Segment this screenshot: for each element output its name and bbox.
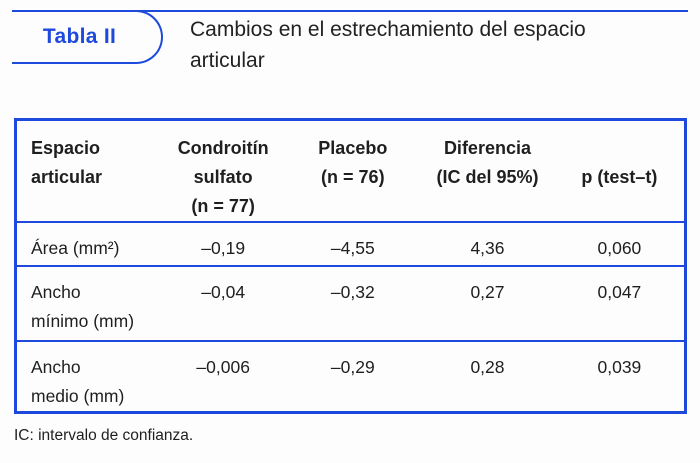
- row-label: Área (mm²): [31, 238, 120, 258]
- col-header-placebo: Placebo (n = 76): [318, 138, 388, 187]
- col-header-condroitin-sulfato: Condroitín sulfato (n = 77): [177, 138, 269, 216]
- table-number-badge: Tabla II: [12, 10, 163, 64]
- table-row-ancho-medio: Ancho medio (mm) –0,006 –0,29 0,28 0,039: [16, 341, 686, 413]
- row-label: Ancho medio (mm): [31, 357, 125, 406]
- cell-condroitin: –0,006: [196, 357, 250, 377]
- table-head: Espacio articular Condroitín sulfato (n …: [15, 120, 686, 222]
- cell-p-value: 0,060: [597, 238, 642, 258]
- table-row-area: Área (mm²) –0,19 –4,55 4,36 0,060: [15, 222, 686, 266]
- footnote: IC: intervalo de confianza.: [14, 427, 194, 444]
- table-row-ancho-minimo: Ancho mínimo (mm) –0,04 –0,32 0,27 0,047: [15, 266, 686, 341]
- cell-placebo: –0,29: [330, 357, 375, 377]
- cell-placebo: –4,55: [330, 238, 375, 258]
- cell-p-value: 0,047: [597, 282, 642, 302]
- cell-placebo: –0,32: [330, 282, 375, 302]
- cell-diferencia: 0,27: [470, 282, 505, 302]
- table-body: Área (mm²) –0,19 –4,55 4,36 0,060 Ancho …: [15, 222, 686, 413]
- results-table: Espacio articular Condroitín sulfato (n …: [14, 118, 687, 414]
- table-number-label: Tabla II: [42, 25, 117, 48]
- cell-condroitin: –0,04: [201, 282, 246, 302]
- row-label: Ancho mínimo (mm): [31, 282, 135, 331]
- col-header-p-test-t: p (test–t): [581, 167, 658, 187]
- col-header-espacio-articular: Espacio articular: [31, 138, 103, 187]
- cell-condroitin: –0,19: [201, 238, 246, 258]
- cell-diferencia: 0,28: [470, 357, 505, 377]
- col-header-diferencia: Diferencia (IC del 95%): [436, 138, 539, 187]
- cell-p-value: 0,039: [597, 357, 642, 377]
- table-title: Cambios en el estrechamiento del espacio…: [190, 18, 586, 72]
- header-row: Espacio articular Condroitín sulfato (n …: [15, 120, 686, 222]
- cell-diferencia: 4,36: [470, 238, 505, 258]
- header-rule: [12, 10, 688, 12]
